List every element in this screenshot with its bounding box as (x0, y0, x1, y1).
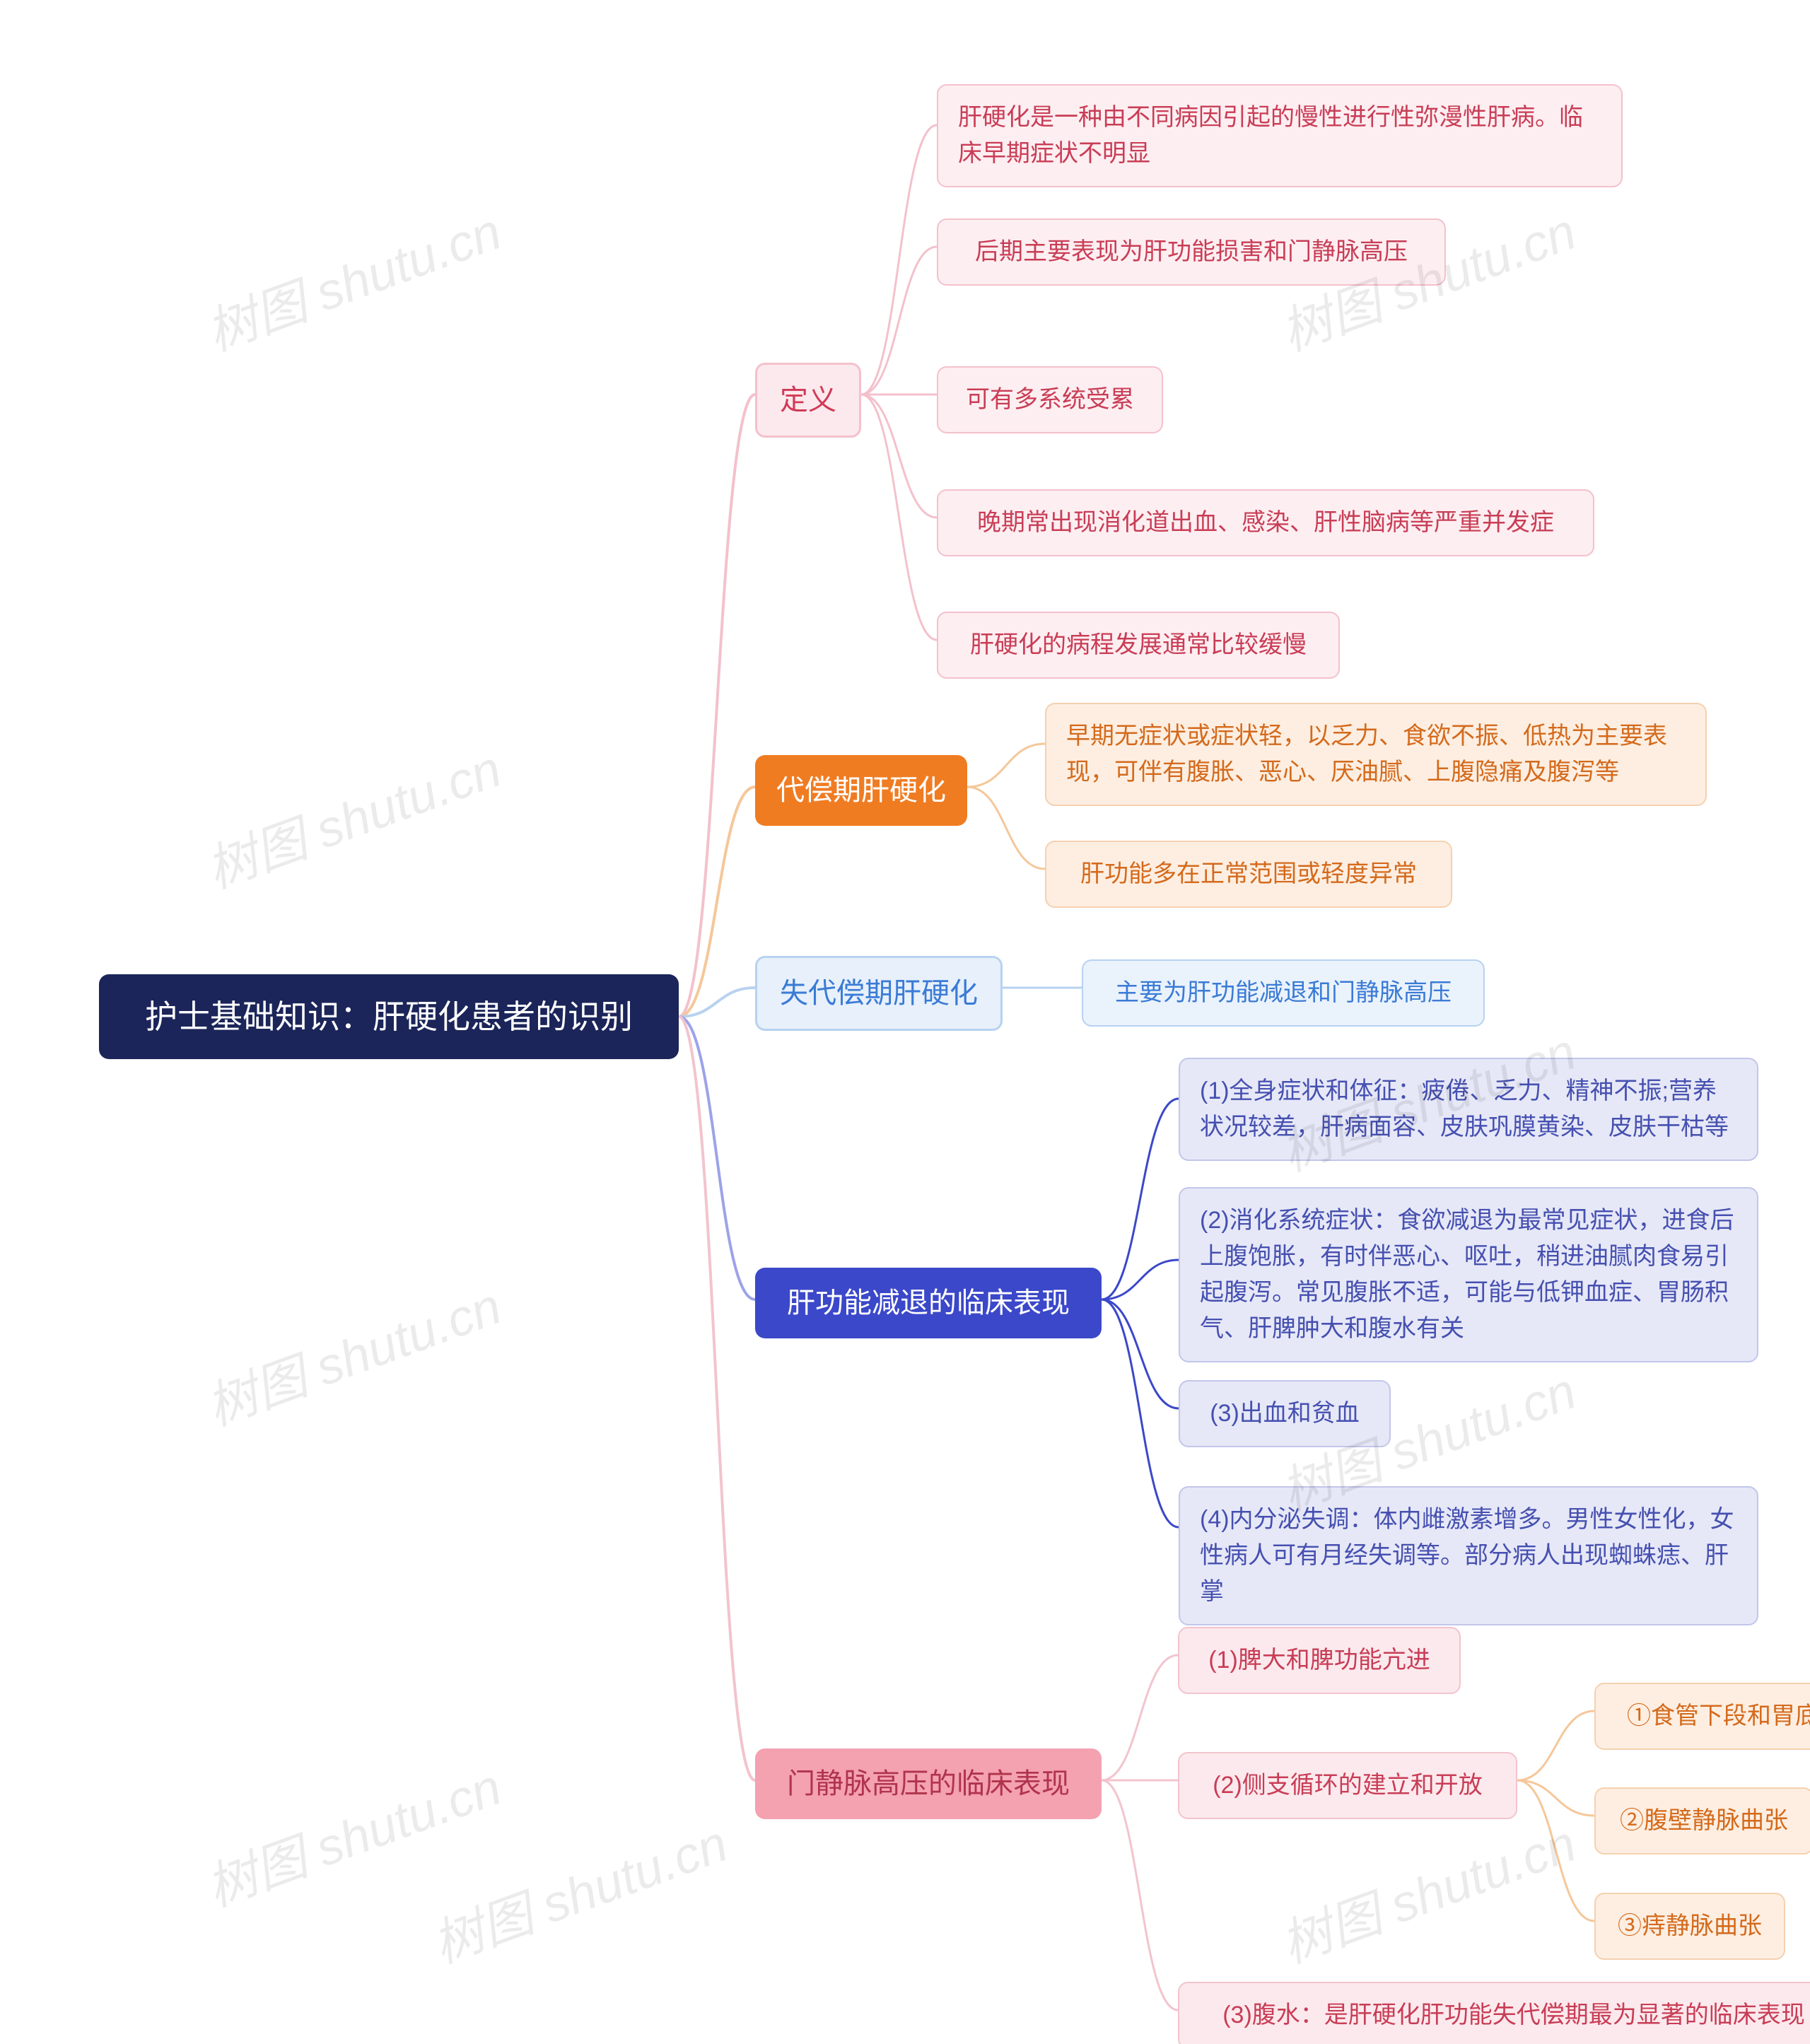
mindmap-node-b1c2[interactable]: 后期主要表现为肝功能损害和门静脉高压 (937, 218, 1446, 286)
edge-b2-b2c2 (967, 787, 1045, 869)
mindmap-node-b5c2b[interactable]: ②腹壁静脉曲张 (1594, 1787, 1810, 1855)
mindmap-node-b1[interactable]: 定义 (755, 363, 861, 438)
mindmap-node-b5[interactable]: 门静脉高压的临床表现 (755, 1748, 1102, 1819)
edge-root-b3 (679, 988, 755, 1017)
edge-root-b4 (679, 1017, 755, 1300)
edge-root-b1 (679, 395, 755, 1017)
edge-b5c2-b5c2a (1517, 1711, 1594, 1780)
edge-b1-b1c4 (861, 395, 937, 518)
edge-b1-b1c1 (861, 125, 937, 395)
mindmap-node-b5c2[interactable]: (2)侧支循环的建立和开放 (1178, 1752, 1517, 1819)
mindmap-node-root[interactable]: 护士基础知识：肝硬化患者的识别 (99, 974, 679, 1059)
edge-b5-b5c3 (1102, 1780, 1178, 2010)
watermark: 树图 shutu.cn (194, 728, 510, 903)
edge-b1-b1c5 (861, 395, 937, 640)
mindmap-node-b5c2a[interactable]: ①食管下段和胃底静脉曲张 (1594, 1683, 1810, 1750)
mindmap-node-b2c2[interactable]: 肝功能多在正常范围或轻度异常 (1045, 841, 1452, 908)
mindmap-node-b5c3[interactable]: (3)腹水：是肝硬化肝功能失代偿期最为显著的临床表现 (1178, 1982, 1810, 2044)
mindmap-node-b3c1[interactable]: 主要为肝功能减退和门静脉高压 (1082, 959, 1485, 1027)
mindmap-node-b3[interactable]: 失代偿期肝硬化 (755, 956, 1003, 1031)
edge-b4-b4c3 (1102, 1300, 1179, 1408)
mindmap-node-b4c3[interactable]: (3)出血和贫血 (1179, 1380, 1391, 1447)
mindmap-node-b1c3[interactable]: 可有多系统受累 (937, 366, 1163, 433)
mindmap-node-b4c1[interactable]: (1)全身症状和体征：疲倦、乏力、精神不振;营养状况较差，肝病面容、皮肤巩膜黄染… (1179, 1058, 1758, 1161)
mindmap-node-b4c4[interactable]: (4)内分泌失调：体内雌激素增多。男性女性化，女性病人可有月经失调等。部分病人出… (1179, 1486, 1758, 1625)
mindmap-node-b4c2[interactable]: (2)消化系统症状：食欲减退为最常见症状，进食后上腹饱胀，有时伴恶心、呕吐，稍进… (1179, 1187, 1758, 1362)
edge-b1-b1c2 (861, 247, 937, 395)
edge-b4-b4c2 (1102, 1260, 1179, 1300)
mindmap-node-b5c2c[interactable]: ③痔静脉曲张 (1594, 1893, 1785, 1960)
mindmap-node-b2c1[interactable]: 早期无症状或症状轻，以乏力、食欲不振、低热为主要表现，可伴有腹胀、恶心、厌油腻、… (1045, 703, 1707, 806)
mindmap-node-b1c1[interactable]: 肝硬化是一种由不同病因引起的慢性进行性弥漫性肝病。临床早期症状不明显 (937, 84, 1623, 187)
mindmap-node-b4[interactable]: 肝功能减退的临床表现 (755, 1268, 1102, 1338)
mindmap-node-b5c1[interactable]: (1)脾大和脾功能亢进 (1178, 1627, 1461, 1694)
edge-b5c2-b5c2b (1517, 1780, 1594, 1816)
edge-b4-b4c4 (1102, 1300, 1179, 1527)
watermark: 树图 shutu.cn (194, 190, 510, 366)
edge-root-b2 (679, 787, 755, 1017)
edge-b5-b5c1 (1102, 1655, 1178, 1780)
watermark: 树图 shutu.cn (194, 1265, 510, 1440)
edge-b5c2-b5c2c (1517, 1780, 1594, 1921)
mindmap-node-b1c5[interactable]: 肝硬化的病程发展通常比较缓慢 (937, 612, 1340, 679)
watermark: 树图 shutu.cn (421, 1802, 736, 1978)
watermark: 树图 shutu.cn (194, 1746, 510, 1921)
mindmap-node-b2[interactable]: 代偿期肝硬化 (755, 755, 967, 826)
mindmap-node-b1c4[interactable]: 晚期常出现消化道出血、感染、肝性脑病等严重并发症 (937, 489, 1594, 556)
edge-b2-b2c1 (967, 744, 1045, 787)
edge-root-b5 (679, 1017, 755, 1780)
edge-b4-b4c1 (1102, 1099, 1179, 1300)
watermark: 树图 shutu.cn (1269, 1802, 1584, 1978)
